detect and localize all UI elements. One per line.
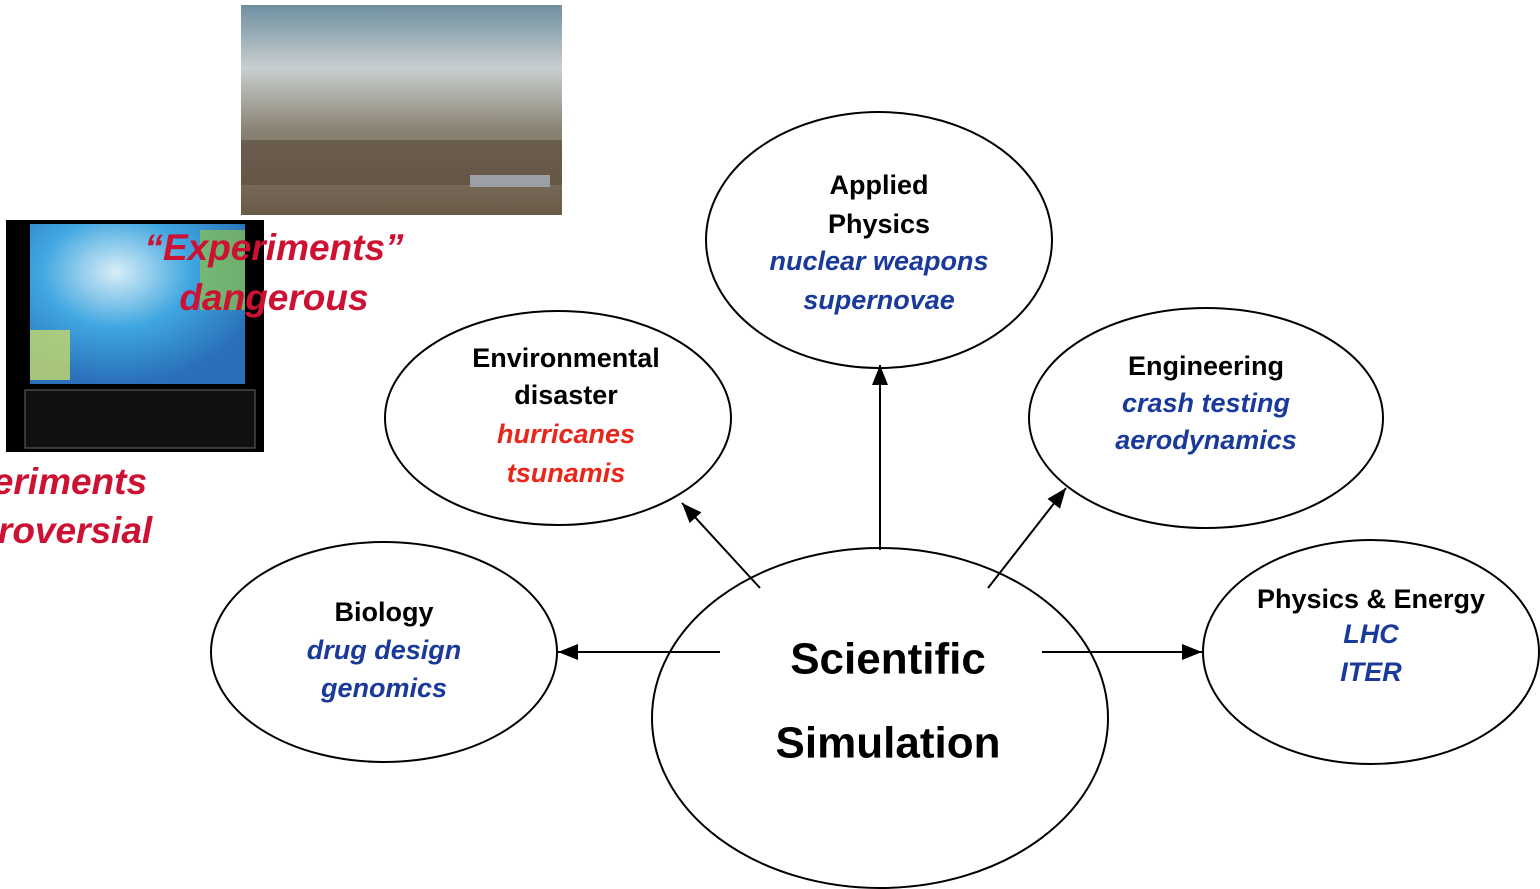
node-item: tsunamis [507,458,626,488]
node-title: Environmental [472,343,660,373]
node-title: disaster [514,380,618,410]
node-item: nuclear weapons [769,246,988,276]
arrow [681,502,761,589]
node-item: hurricanes [497,419,635,449]
node-item: LHC [1343,619,1399,649]
node [1202,539,1540,765]
center-label: Scientific [790,635,986,684]
node-item: drug design [307,635,462,665]
arrow [987,487,1067,589]
node-title: Biology [335,597,434,627]
hurricane-map [6,220,264,452]
node [384,310,732,526]
node-title: Physics & Energy [1257,584,1485,614]
node [705,111,1053,369]
node-item: crash testing [1122,388,1291,418]
node-item: genomics [320,673,447,703]
node-title: Physics [828,209,930,239]
node-item: aerodynamics [1115,425,1297,455]
annotation: “Experiments” [144,227,404,268]
node [210,541,558,763]
node-item: supernovae [803,285,955,315]
node-title: Engineering [1128,351,1284,381]
annotation: controversial [0,510,153,551]
node-item: ITER [1340,657,1402,687]
annotation: Experiments [0,461,147,502]
tsunami-photo [241,5,562,215]
center-label: Simulation [776,719,1001,768]
node [1028,307,1384,529]
annotation: dangerous [179,277,368,318]
center-node [651,547,1109,889]
node-title: Applied [830,170,929,200]
